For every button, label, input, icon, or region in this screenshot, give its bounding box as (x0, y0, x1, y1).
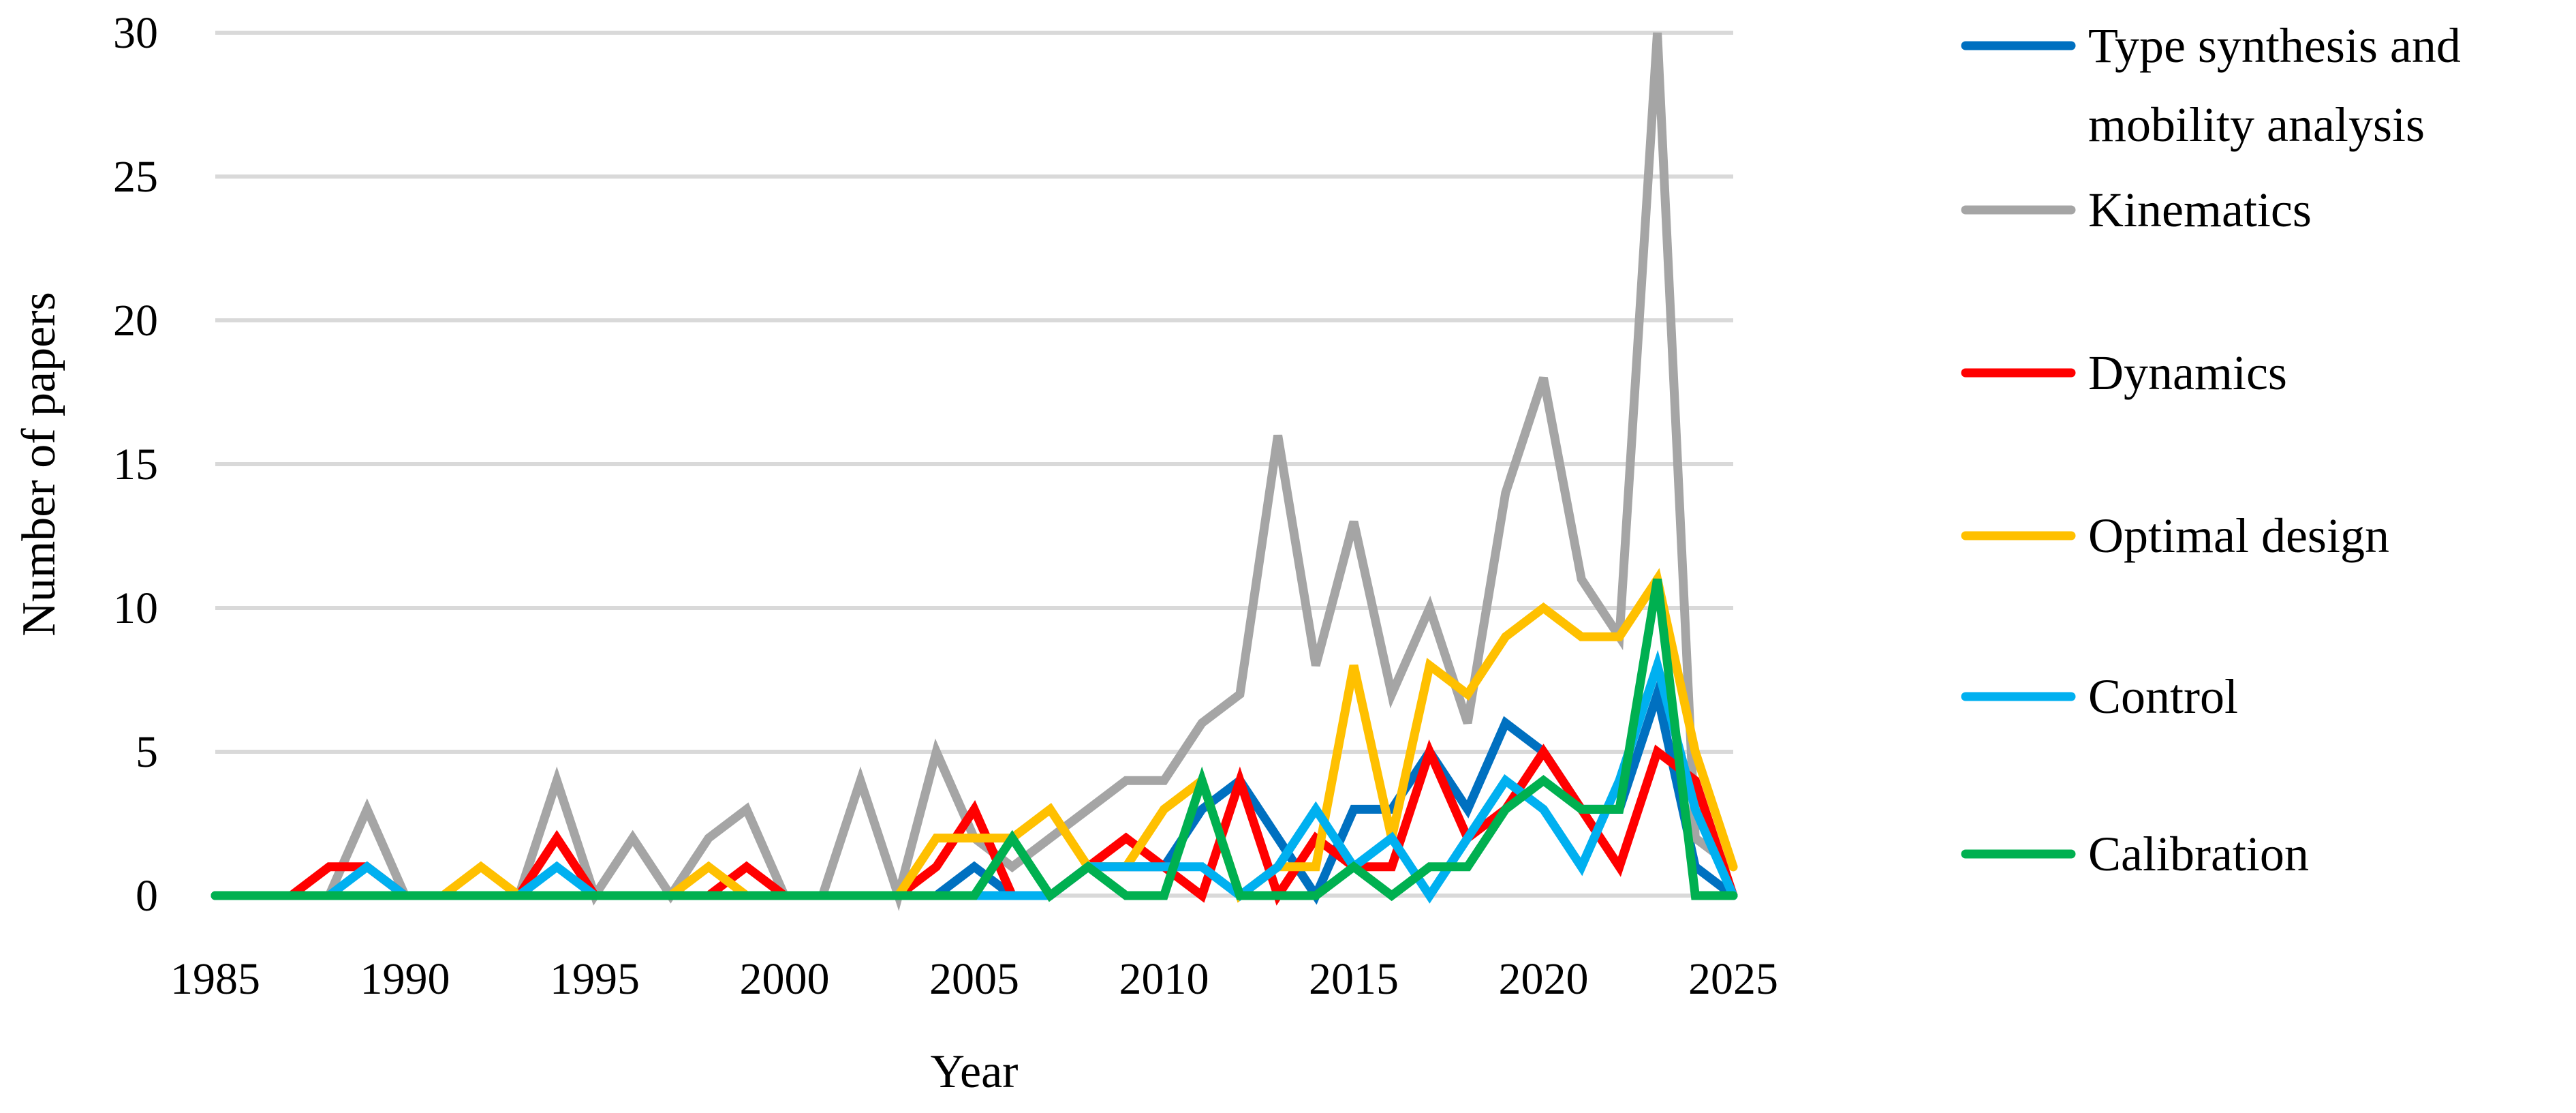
x-tick-label: 1995 (550, 954, 640, 1004)
legend-label: Kinematics (2088, 183, 2312, 237)
series-line-4 (211, 650, 1738, 904)
series-line-5 (211, 578, 1738, 902)
legend-label: Dynamics (2088, 346, 2287, 400)
x-tick-label: 2000 (740, 954, 830, 1004)
y-tick-label: 30 (113, 8, 158, 58)
series-lines (211, 32, 1738, 911)
x-tick-label: 2025 (1688, 954, 1778, 1004)
y-axis-label: Number of papers (13, 292, 65, 636)
legend-label: mobility analysis (2088, 97, 2425, 152)
x-tick-label: 2020 (1499, 954, 1589, 1004)
legend-label: Calibration (2088, 827, 2309, 881)
legend-label: Control (2088, 669, 2238, 724)
series-line-3 (211, 568, 1738, 903)
x-tick-label: 1990 (360, 954, 450, 1004)
legend-label: Type synthesis and (2088, 18, 2461, 73)
y-tick-label: 5 (136, 727, 158, 777)
series-line-0 (211, 677, 1738, 905)
x-tick-label: 2005 (929, 954, 1019, 1004)
legend-label: Optimal design (2088, 508, 2389, 563)
x-tick-label: 2015 (1309, 954, 1399, 1004)
gridlines (215, 31, 1733, 898)
x-tick-label: 2010 (1119, 954, 1209, 1004)
series-line-2 (211, 739, 1738, 906)
y-tick-label: 15 (113, 440, 158, 489)
y-tick-labels: 0 5 10 15 20 25 30 (113, 8, 158, 921)
y-tick-label: 10 (113, 583, 158, 633)
legend: Type synthesis and mobility analysis Kinem… (1961, 18, 2461, 881)
x-axis-label: Year (931, 1046, 1019, 1098)
y-tick-label: 0 (136, 871, 158, 921)
x-tick-labels: 1985 1990 1995 2000 2005 2010 2015 2020 2025 (170, 954, 1778, 1004)
y-tick-label: 25 (113, 152, 158, 202)
x-tick-label: 1985 (170, 954, 260, 1004)
y-tick-label: 20 (113, 296, 158, 346)
